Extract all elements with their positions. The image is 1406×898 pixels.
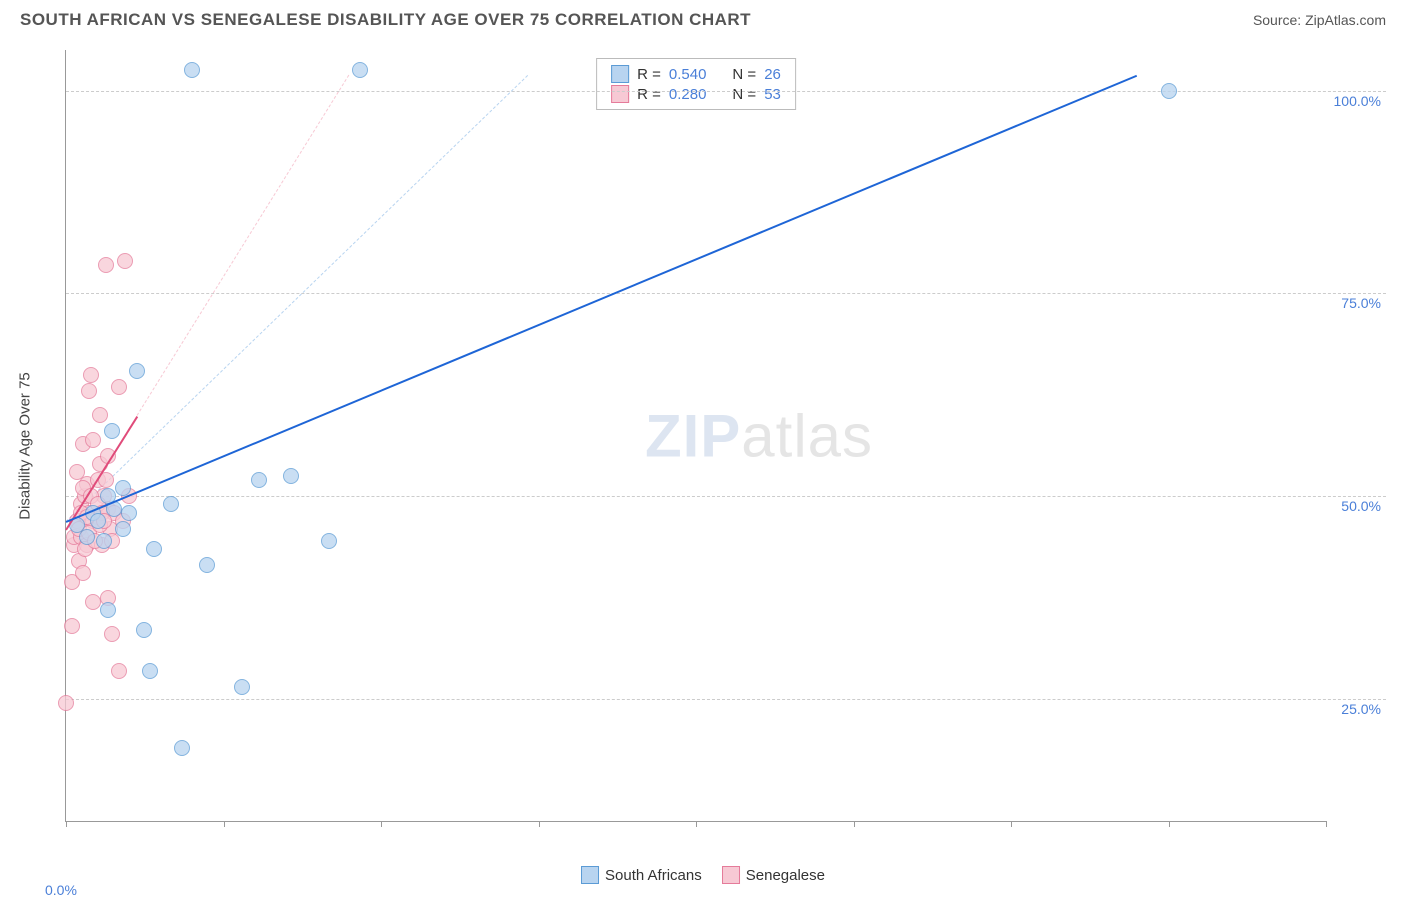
data-point <box>146 541 162 557</box>
data-point <box>184 62 200 78</box>
data-point <box>85 594 101 610</box>
data-point <box>64 618 80 634</box>
data-point <box>81 383 97 399</box>
y-tick-label: 75.0% <box>1341 295 1381 311</box>
correlation-legend: R =0.540N =26R =0.280N =53 <box>596 58 796 110</box>
trend-line-extrapolated <box>66 74 529 521</box>
x-tick <box>539 821 540 827</box>
data-point <box>142 663 158 679</box>
data-point <box>83 367 99 383</box>
data-point <box>199 557 215 573</box>
y-tick-label: 50.0% <box>1341 498 1381 514</box>
x-tick <box>1169 821 1170 827</box>
data-point <box>352 62 368 78</box>
x-tick <box>66 821 67 827</box>
data-point <box>283 468 299 484</box>
data-point <box>90 513 106 529</box>
data-point <box>121 505 137 521</box>
x-tick-label: 0.0% <box>45 882 77 898</box>
y-axis-title: Disability Age Over 75 <box>17 372 34 520</box>
watermark: ZIPatlas <box>645 401 873 470</box>
data-point <box>111 663 127 679</box>
data-point <box>129 363 145 379</box>
data-point <box>163 496 179 512</box>
data-point <box>75 565 91 581</box>
x-tick <box>854 821 855 827</box>
data-point <box>174 740 190 756</box>
data-point <box>100 602 116 618</box>
gridline <box>66 699 1386 700</box>
data-point <box>117 253 133 269</box>
chart-container: Disability Age Over 75 ZIPatlas R =0.540… <box>45 50 1386 842</box>
x-tick <box>1326 821 1327 827</box>
data-point <box>96 533 112 549</box>
data-point <box>85 432 101 448</box>
data-point <box>104 423 120 439</box>
data-point <box>234 679 250 695</box>
data-point <box>58 695 74 711</box>
x-tick <box>696 821 697 827</box>
series-legend: South Africans Senegalese <box>581 866 825 884</box>
legend-swatch <box>581 866 599 884</box>
x-tick <box>381 821 382 827</box>
data-point <box>92 407 108 423</box>
legend-swatch <box>611 65 629 83</box>
chart-source: Source: ZipAtlas.com <box>1253 12 1386 28</box>
y-tick-label: 25.0% <box>1341 701 1381 717</box>
data-point <box>136 622 152 638</box>
gridline <box>66 91 1386 92</box>
chart-header: SOUTH AFRICAN VS SENEGALESE DISABILITY A… <box>0 0 1406 38</box>
y-tick-label: 100.0% <box>1334 93 1381 109</box>
plot-area: ZIPatlas R =0.540N =26R =0.280N =53 25.0… <box>65 50 1326 822</box>
data-point <box>104 626 120 642</box>
gridline <box>66 293 1386 294</box>
trend-line <box>66 74 1138 522</box>
data-point <box>1161 83 1177 99</box>
legend-row: R =0.280N =53 <box>611 84 781 104</box>
data-point <box>251 472 267 488</box>
chart-title: SOUTH AFRICAN VS SENEGALESE DISABILITY A… <box>20 10 751 30</box>
x-tick <box>1011 821 1012 827</box>
trend-line-extrapolated <box>137 75 350 416</box>
data-point <box>115 521 131 537</box>
data-point <box>98 257 114 273</box>
x-tick <box>224 821 225 827</box>
gridline <box>66 496 1386 497</box>
data-point <box>111 379 127 395</box>
data-point <box>321 533 337 549</box>
legend-item: Senegalese <box>722 866 825 884</box>
data-point <box>79 529 95 545</box>
legend-swatch <box>611 85 629 103</box>
legend-swatch <box>722 866 740 884</box>
legend-item: South Africans <box>581 866 702 884</box>
legend-row: R =0.540N =26 <box>611 64 781 84</box>
